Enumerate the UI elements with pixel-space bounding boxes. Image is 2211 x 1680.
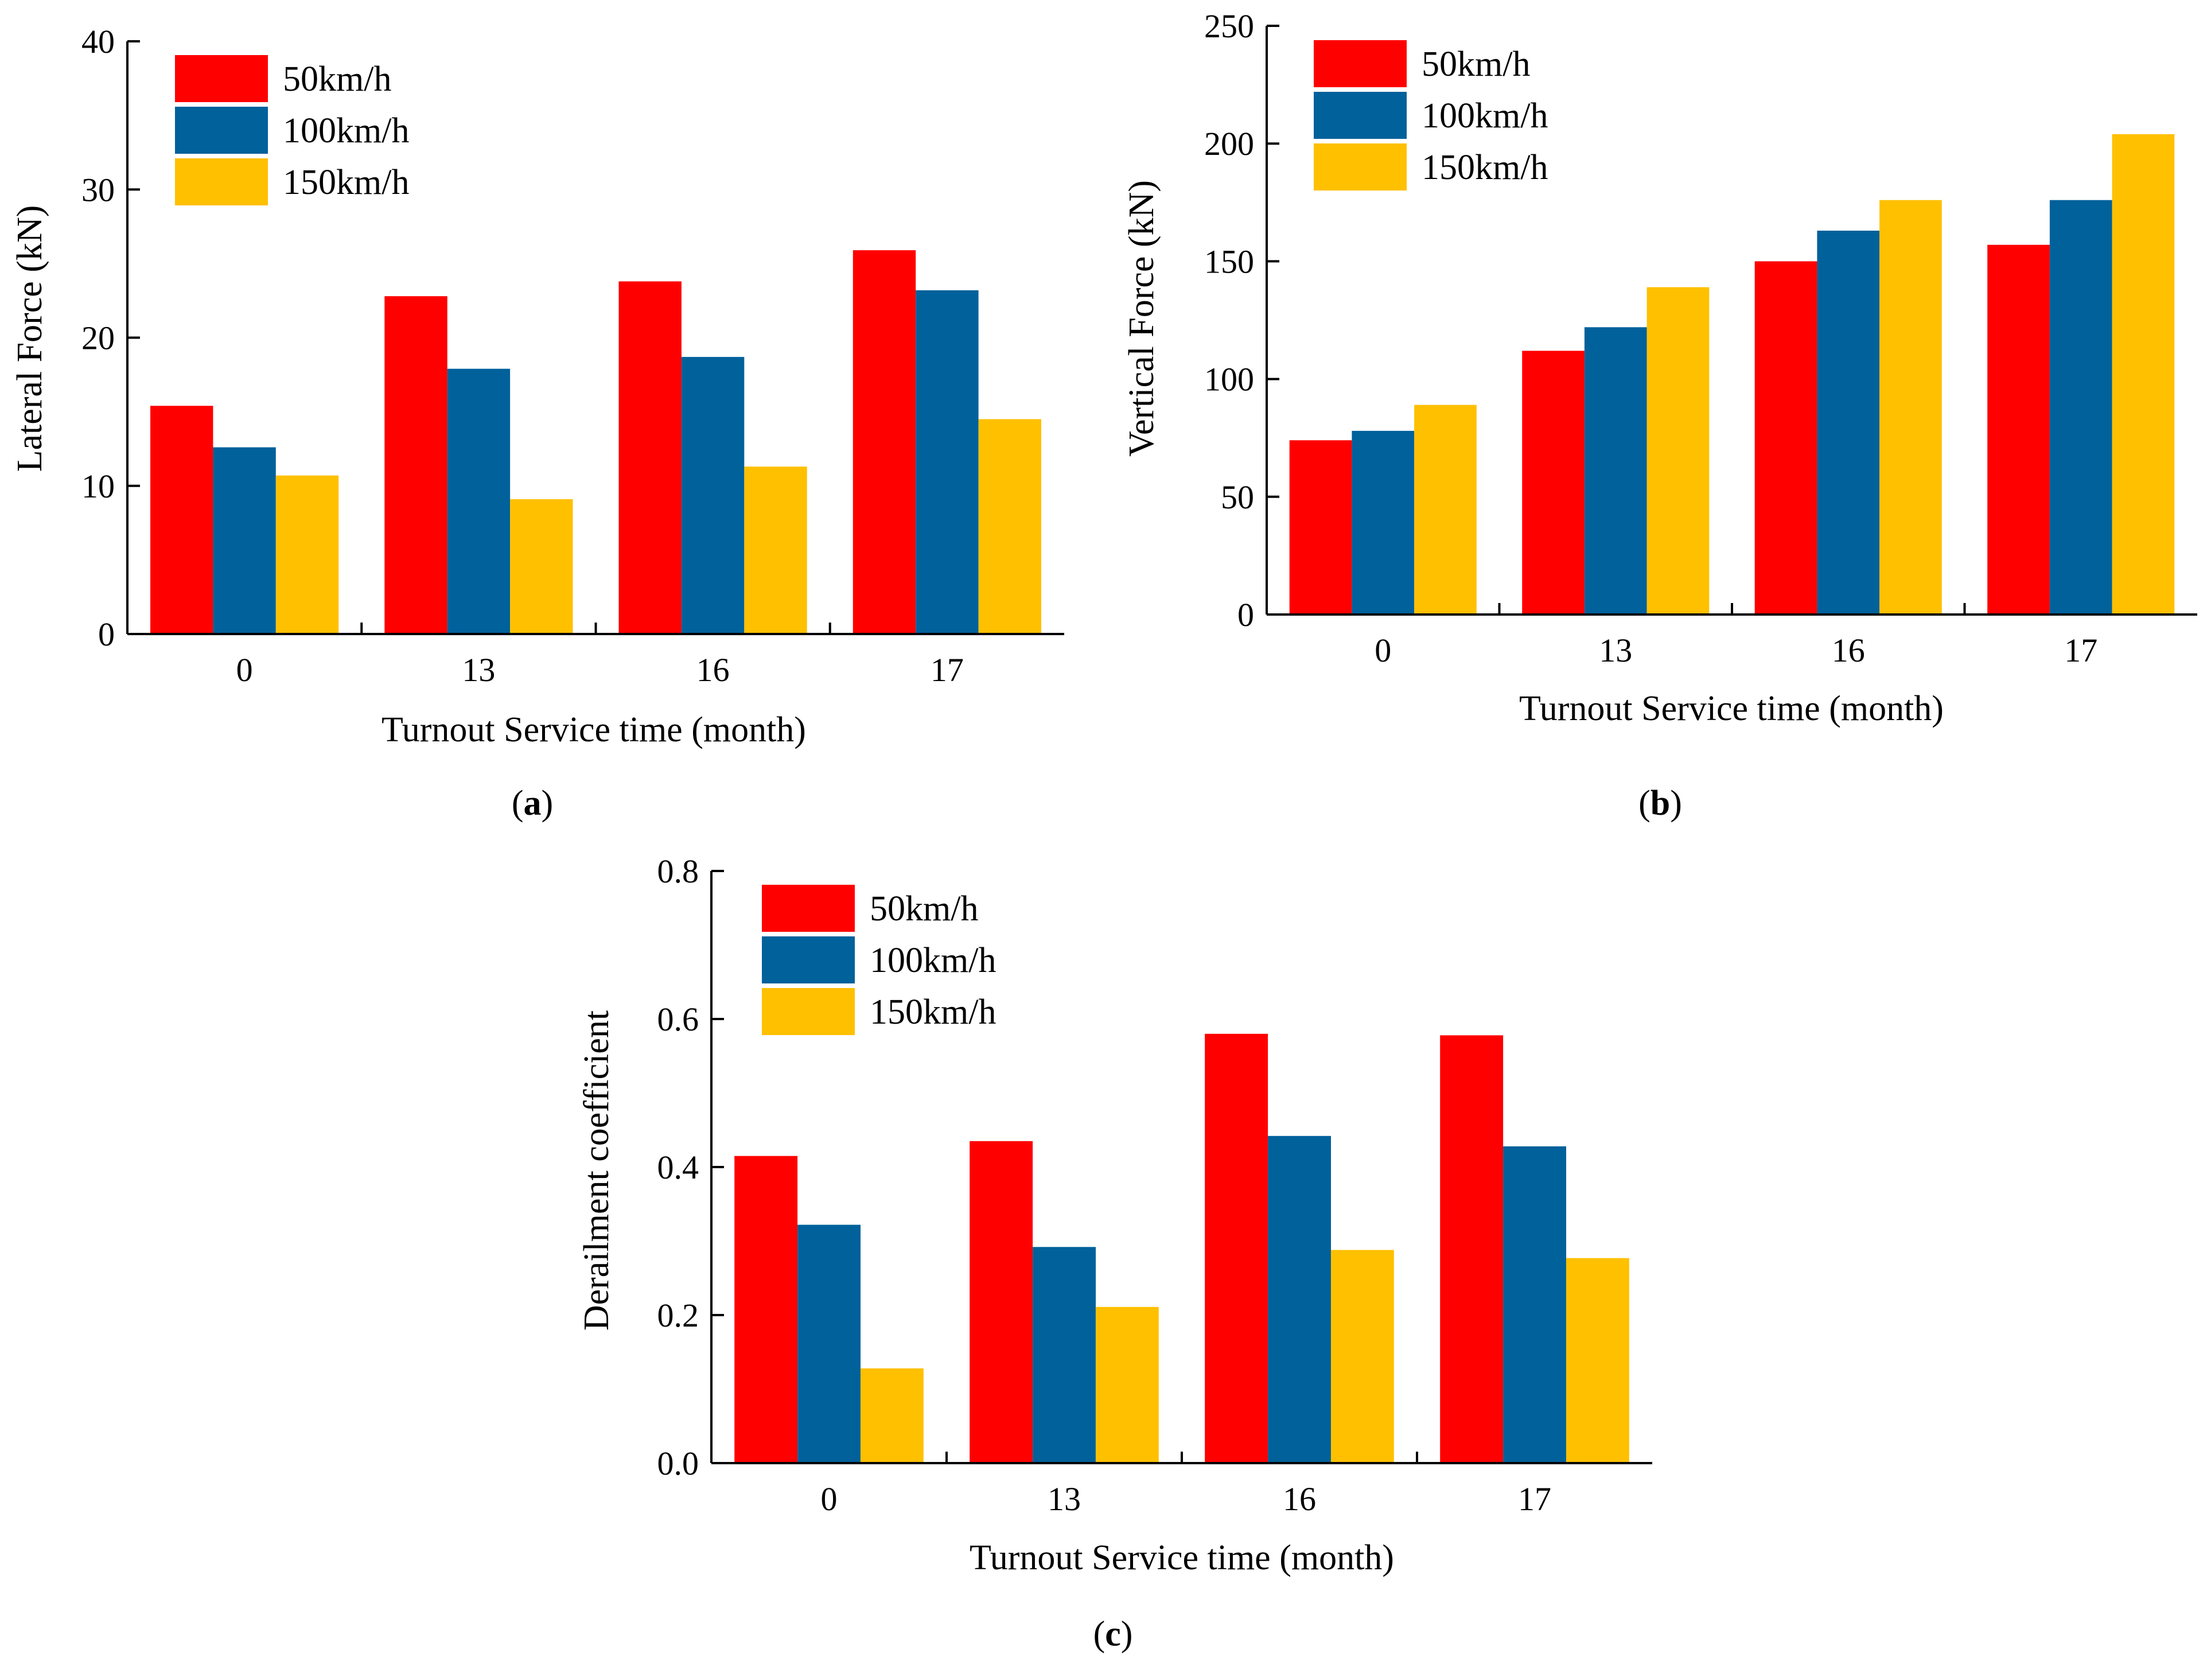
bar-c-150km-h-13 xyxy=(1095,1306,1159,1463)
bar-c-50km-h-16 xyxy=(1205,1033,1268,1463)
legend-label: 150km/h xyxy=(1422,148,1548,187)
bar-a-150km-h-17 xyxy=(978,419,1041,634)
x-tick-label: 0 xyxy=(1375,632,1391,669)
y-tick-label: 10 xyxy=(81,468,115,505)
legend-label: 50km/h xyxy=(1422,45,1530,84)
bar-a-50km-h-13 xyxy=(384,296,447,634)
bar-c-50km-h-13 xyxy=(970,1141,1033,1463)
bar-b-100km-h-16 xyxy=(1817,231,1880,615)
y-tick-label: 40 xyxy=(81,23,115,60)
legend-label: 150km/h xyxy=(870,993,996,1032)
bar-b-150km-h-0 xyxy=(1414,405,1477,615)
legend-swatch xyxy=(762,988,855,1035)
legend-label: 100km/h xyxy=(870,941,996,980)
bar-b-50km-h-16 xyxy=(1754,261,1817,615)
bar-c-100km-h-0 xyxy=(797,1224,861,1463)
y-tick-label: 0 xyxy=(1237,596,1254,633)
legend: 50km/h 100km/h 150km/h xyxy=(175,55,409,205)
legend-label: 150km/h xyxy=(283,163,409,202)
bar-b-50km-h-13 xyxy=(1522,351,1585,615)
panel-label: (a) xyxy=(512,784,553,823)
y-tick-label: 30 xyxy=(81,171,115,208)
y-tick-label: 200 xyxy=(1204,125,1254,162)
legend-label: 100km/h xyxy=(283,111,409,150)
y-tick-label: 250 xyxy=(1204,7,1254,45)
x-tick-label: 13 xyxy=(1048,1480,1081,1518)
legend-label: 50km/h xyxy=(870,889,978,928)
legend-swatch xyxy=(175,158,268,205)
bar-b-100km-h-13 xyxy=(1584,327,1647,615)
panel-label: (b) xyxy=(1638,784,1682,823)
x-tick-label: 16 xyxy=(1832,632,1865,669)
y-tick-label: 150 xyxy=(1204,243,1254,280)
bar-b-150km-h-16 xyxy=(1879,200,1942,615)
y-tick-label: 0.6 xyxy=(657,1001,699,1038)
bar-a-100km-h-17 xyxy=(916,290,979,634)
x-tick-label: 13 xyxy=(1599,632,1632,669)
bar-a-150km-h-16 xyxy=(744,466,807,634)
bar-b-50km-h-17 xyxy=(1987,244,2050,615)
x-tick-label: 16 xyxy=(696,651,730,689)
legend-swatch xyxy=(175,55,268,102)
y-tick-label: 0.2 xyxy=(657,1297,699,1334)
bar-a-100km-h-16 xyxy=(681,357,745,634)
bar-a-100km-h-13 xyxy=(447,368,511,634)
y-axis-title: Derailment coefficient xyxy=(577,1010,616,1331)
y-axis-title: Lateral Force (kN) xyxy=(10,205,49,472)
bar-a-150km-h-13 xyxy=(510,499,573,634)
bar-c-150km-h-0 xyxy=(860,1368,924,1463)
x-tick-label: 17 xyxy=(2064,632,2097,669)
y-tick-label: 50 xyxy=(1221,479,1254,516)
y-tick-label: 0 xyxy=(98,616,115,653)
bar-a-50km-h-16 xyxy=(618,281,682,634)
legend-swatch xyxy=(175,107,268,154)
x-tick-label: 13 xyxy=(462,651,495,689)
x-axis-title: Turnout Service time (month) xyxy=(970,1538,1394,1577)
chart-panel-b: 0 50 100 150 200 250 0 13 16 17 Turnout Service ti… xyxy=(1122,7,2197,823)
bar-a-150km-h-0 xyxy=(275,475,339,634)
bar-a-50km-h-17 xyxy=(853,250,916,635)
y-axis-title: Vertical Force (kN) xyxy=(1122,180,1161,457)
legend-label: 100km/h xyxy=(1422,96,1548,135)
x-tick-label: 17 xyxy=(1518,1480,1551,1518)
bar-c-150km-h-16 xyxy=(1330,1250,1394,1463)
x-tick-label: 0 xyxy=(236,651,253,689)
bar-c-100km-h-16 xyxy=(1268,1135,1331,1463)
bar-c-50km-h-17 xyxy=(1440,1035,1504,1463)
bar-c-100km-h-13 xyxy=(1033,1247,1096,1463)
x-axis-title: Turnout Service time (month) xyxy=(382,710,806,749)
panel-label: (c) xyxy=(1093,1615,1133,1654)
y-tick-label: 0.4 xyxy=(657,1149,699,1186)
bar-c-100km-h-17 xyxy=(1503,1146,1566,1463)
bar-b-150km-h-17 xyxy=(2112,134,2175,615)
y-tick-label: 100 xyxy=(1204,361,1254,398)
y-tick-label: 0.0 xyxy=(657,1445,699,1482)
bar-b-100km-h-17 xyxy=(2049,200,2112,615)
bar-c-150km-h-17 xyxy=(1566,1258,1629,1463)
bar-a-50km-h-0 xyxy=(150,406,213,634)
x-tick-label: 16 xyxy=(1283,1480,1316,1518)
x-tick-label: 17 xyxy=(931,651,964,689)
legend: 50km/h 100km/h 150km/h xyxy=(1314,40,1548,190)
legend-swatch xyxy=(762,885,855,932)
bar-b-150km-h-13 xyxy=(1646,287,1710,615)
y-tick-label: 0.8 xyxy=(657,853,699,890)
legend: 50km/h 100km/h 150km/h xyxy=(762,885,996,1035)
legend-swatch xyxy=(1314,143,1407,190)
x-tick-label: 0 xyxy=(821,1480,838,1518)
legend-swatch xyxy=(1314,40,1407,87)
bar-b-50km-h-0 xyxy=(1289,440,1352,615)
chart-panel-a: 0 10 20 30 40 0 13 16 17 Turnout Service time (mo… xyxy=(10,23,1064,823)
bar-c-50km-h-0 xyxy=(734,1156,798,1463)
bar-a-100km-h-0 xyxy=(213,447,276,634)
y-tick-label: 20 xyxy=(81,320,115,357)
legend-swatch xyxy=(1314,92,1407,139)
bar-b-100km-h-0 xyxy=(1352,430,1415,615)
x-axis-title: Turnout Service time (month) xyxy=(1519,689,1944,728)
legend-label: 50km/h xyxy=(283,60,391,99)
chart-panel-c: 0.0 0.2 0.4 0.6 0.8 0 13 16 17 Turnout Service ti… xyxy=(577,853,1652,1654)
legend-swatch xyxy=(762,936,855,983)
